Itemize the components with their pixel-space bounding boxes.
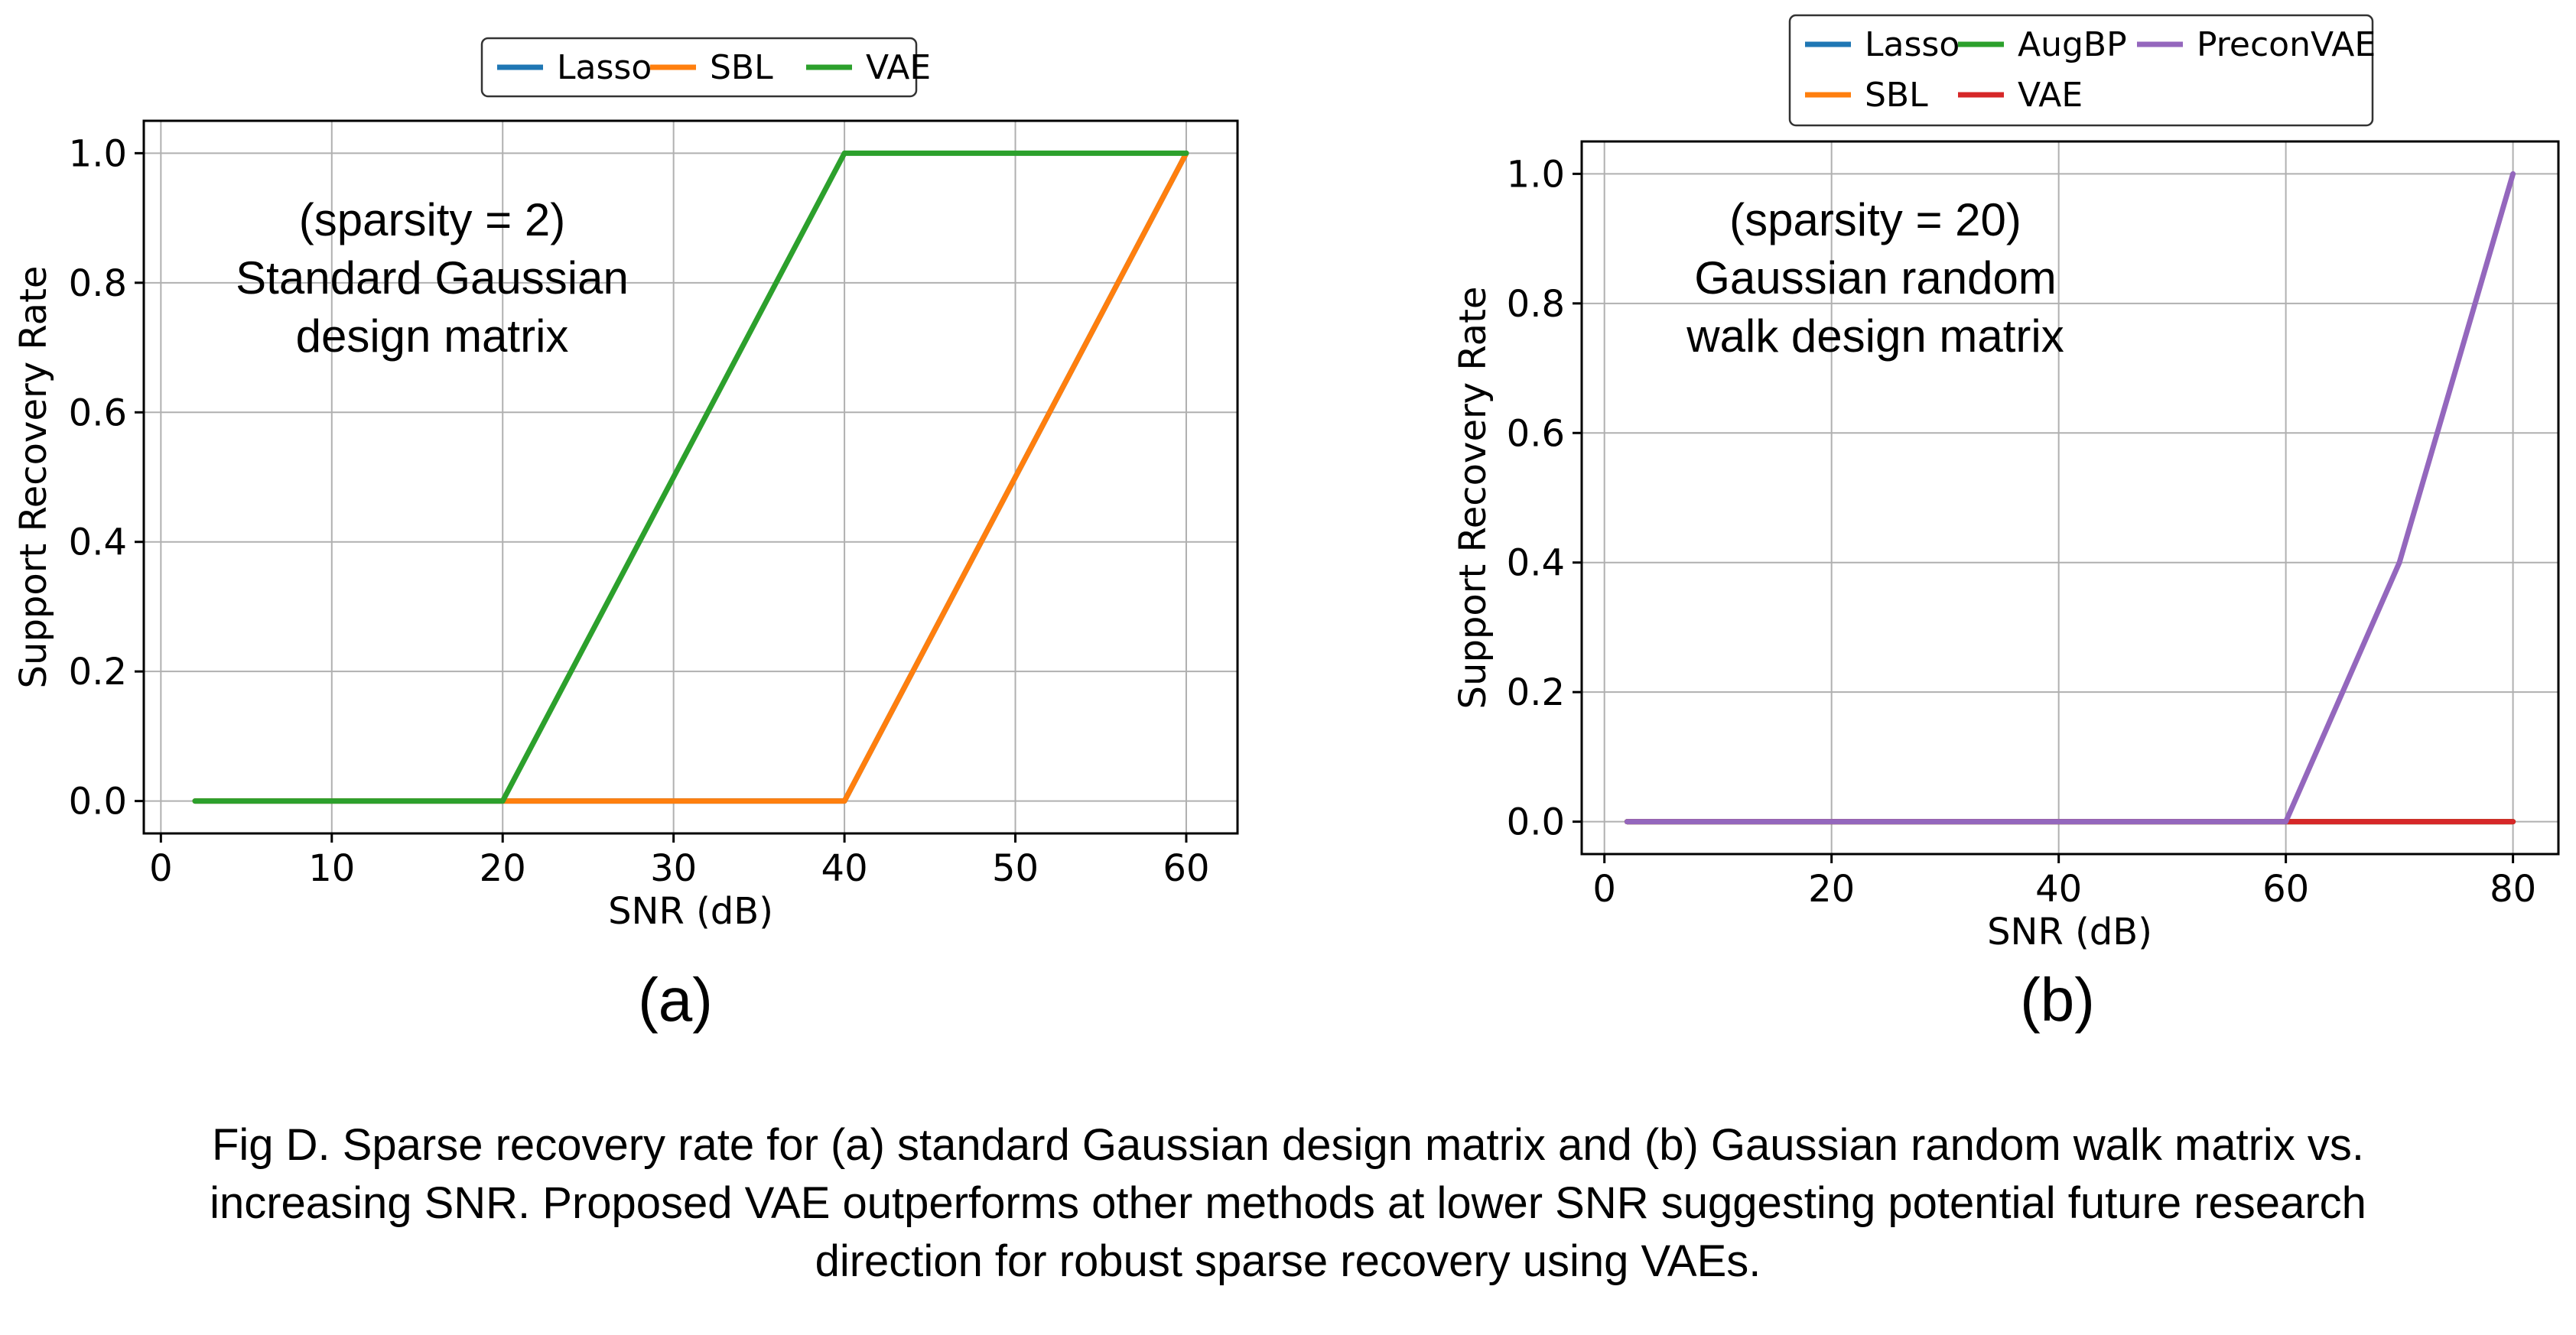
annotation-line: Gaussian random [1694, 252, 2057, 304]
y-axis-label: Support Recovery Rate [1452, 287, 1495, 710]
y-tick-label: 0.2 [69, 651, 127, 693]
legend-box [480, 37, 918, 98]
gridlines [1582, 141, 2558, 854]
panel-label: (b) [2020, 966, 2095, 1034]
plot-frame [142, 119, 1239, 835]
y-tick-label: 0.4 [69, 521, 127, 564]
chart-panel-b: 0 20 40 60 80 0.0 0.2 0.4 0.6 0.8 1.0 SNR (dB) Suppo… [1452, 14, 2560, 1034]
y-tick-label: 0.0 [1507, 801, 1565, 844]
series-line-sbl [192, 150, 1189, 804]
caption-line-1: Fig D. Sparse recovery rate for (a) stan… [211, 1120, 2365, 1170]
legend-label: SBL [1865, 76, 1928, 115]
legend-label: PreconVAE [2197, 25, 2376, 64]
y-tick-label: 0.8 [1507, 283, 1565, 326]
x-tick-label: 20 [480, 847, 526, 890]
series-line-vae [192, 150, 1189, 804]
series-line-lasso [192, 150, 1189, 804]
x-tick-label: 0 [1592, 868, 1616, 911]
x-tick-label: 10 [308, 847, 355, 890]
legend-box [1788, 14, 2374, 127]
x-tick-label: 0 [149, 847, 173, 890]
x-tick-label: 60 [2262, 868, 2309, 911]
annotation-line: walk design matrix [1686, 310, 2064, 362]
y-tick-label: 0.8 [69, 262, 127, 305]
figure-caption: Fig D. Sparse recovery rate for (a) stan… [0, 1116, 2576, 1291]
y-tick-label: 1.0 [1507, 153, 1565, 196]
x-tick-label: 20 [1808, 868, 1855, 911]
y-tick-label: 0.6 [69, 391, 127, 434]
x-tick-label: 40 [2035, 868, 2082, 911]
legend-label: Lasso [557, 48, 652, 87]
y-tick-label: 0.6 [1507, 412, 1565, 455]
plot-frame [1580, 140, 2560, 856]
legend-label: VAE [866, 48, 931, 87]
x-axis-label: SNR (dB) [608, 890, 773, 933]
x-tick-label: 40 [821, 847, 868, 890]
annotation-line: Standard Gaussian [236, 252, 629, 304]
y-tick-label: 0.2 [1507, 671, 1565, 714]
chart-panel-a: 0 10 20 30 40 50 60 0.0 0.2 0.4 0.6 0.8 1.0 SNR (dB) S… [12, 37, 1239, 1034]
caption-line-3: direction for robust sparse recovery usi… [815, 1236, 1761, 1286]
legend-label: SBL [710, 48, 773, 87]
annotation-line: (sparsity = 2) [299, 194, 565, 245]
y-tick-label: 1.0 [69, 132, 127, 175]
legend: Lasso SBL VAE [480, 37, 931, 98]
y-tick-label: 0.0 [69, 781, 127, 823]
x-tick-label: 50 [992, 847, 1039, 890]
legend-label: AugBP [2018, 25, 2127, 64]
legend-label: VAE [2018, 76, 2083, 115]
y-tick-label: 0.4 [1507, 542, 1565, 585]
x-axis-label: SNR (dB) [1987, 911, 2152, 953]
panel-label: (a) [638, 966, 713, 1034]
legend-label: Lasso [1865, 25, 1960, 64]
series-line-preconvae [1624, 171, 2516, 825]
caption-line-2: increasing SNR. Proposed VAE outperforms… [210, 1178, 2366, 1228]
x-tick-label: 30 [650, 847, 697, 890]
x-tick-label: 60 [1163, 847, 1209, 890]
annotation-line: design matrix [296, 310, 569, 362]
y-axis-label: Support Recovery Rate [12, 266, 55, 689]
legend: Lasso SBL AugBP VAE PreconVAE [1788, 14, 2376, 127]
x-tick-label: 80 [2490, 868, 2536, 911]
annotation-line: (sparsity = 20) [1729, 194, 2021, 245]
